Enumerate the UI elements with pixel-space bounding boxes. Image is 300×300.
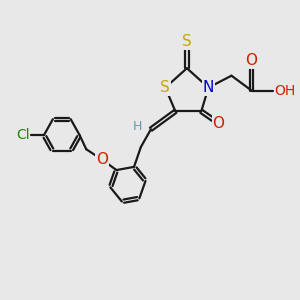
Text: H: H	[133, 120, 142, 133]
Text: N: N	[203, 80, 214, 95]
Text: Cl: Cl	[16, 128, 30, 142]
Text: O: O	[212, 116, 224, 131]
Text: S: S	[160, 80, 170, 95]
Text: OH: OH	[274, 84, 296, 98]
Text: O: O	[246, 53, 258, 68]
Text: S: S	[182, 34, 192, 49]
Text: O: O	[96, 152, 108, 167]
